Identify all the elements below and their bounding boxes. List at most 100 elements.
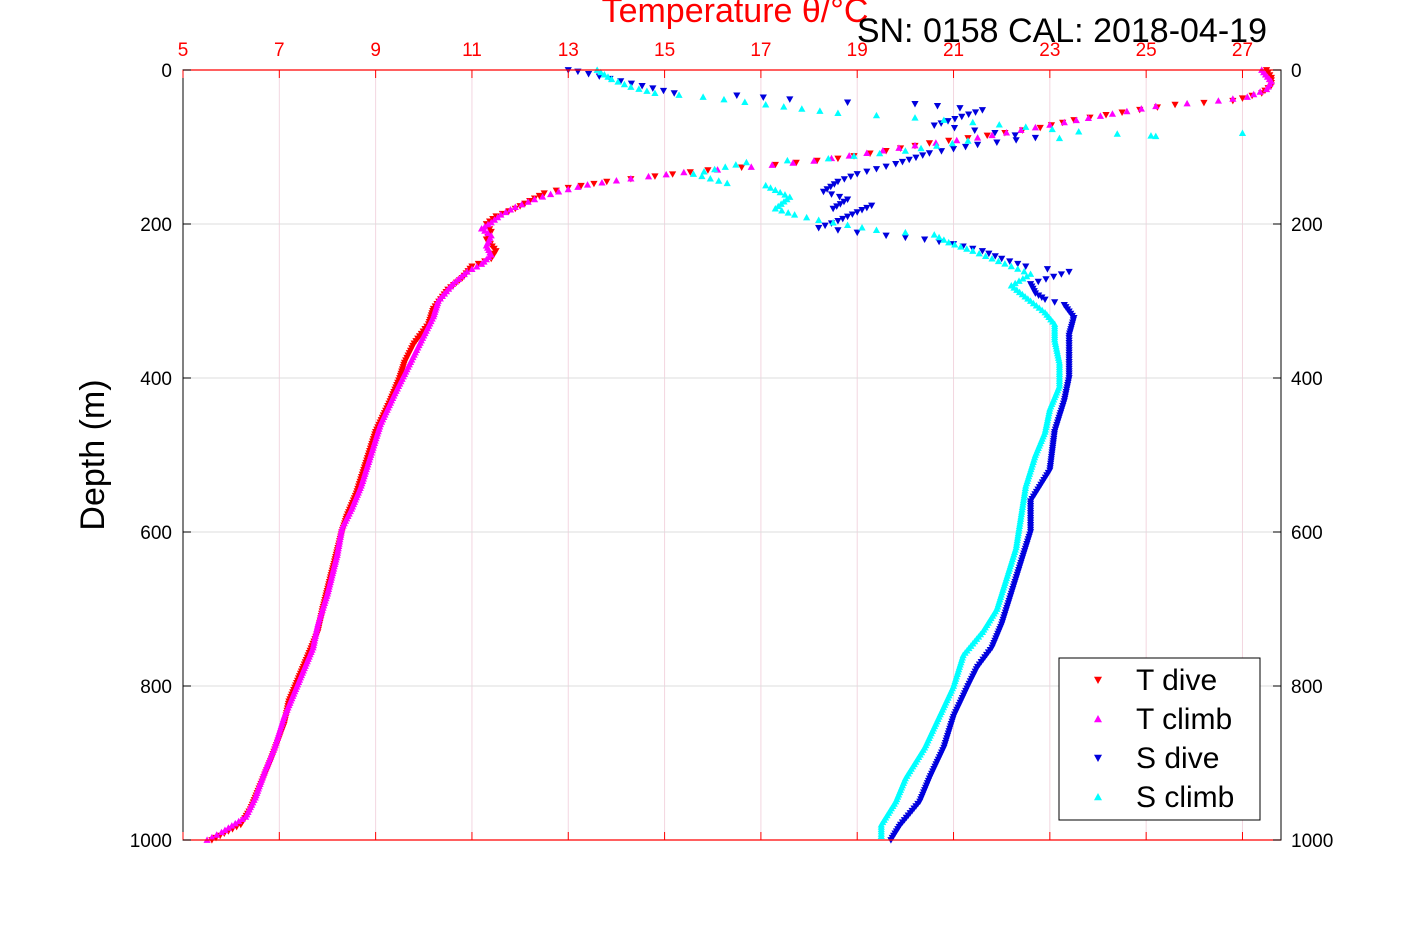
data-point xyxy=(1019,275,1027,282)
data-point xyxy=(834,218,842,225)
data-point xyxy=(1041,296,1049,304)
data-point xyxy=(1084,114,1092,122)
data-point xyxy=(848,211,856,218)
legend-box xyxy=(1058,657,1261,821)
data-point xyxy=(810,157,818,164)
data-point xyxy=(791,211,799,218)
data-point xyxy=(993,139,1001,146)
data-point xyxy=(1200,99,1208,107)
data-point xyxy=(834,227,842,234)
data-point xyxy=(830,181,838,188)
data-point xyxy=(949,146,958,153)
data-point xyxy=(221,826,229,833)
data-point xyxy=(675,91,683,98)
data-point xyxy=(706,174,714,182)
data-point xyxy=(985,250,993,258)
data-point xyxy=(583,181,592,188)
data-point xyxy=(721,163,729,170)
data-point xyxy=(704,167,712,174)
data-point xyxy=(815,216,823,224)
data-point xyxy=(969,247,977,254)
data-point xyxy=(1001,260,1009,267)
data-point xyxy=(670,90,678,97)
data-point xyxy=(477,260,486,267)
data-point xyxy=(1096,112,1105,119)
data-point xyxy=(535,192,543,200)
x-tick-label: 27 xyxy=(1232,40,1253,61)
y-tick-label-left: 200 xyxy=(140,215,172,236)
data-point xyxy=(732,161,740,168)
data-point xyxy=(1017,126,1025,133)
data-point xyxy=(771,161,779,169)
data-point xyxy=(771,205,779,212)
data-point xyxy=(933,142,941,149)
data-point xyxy=(833,203,841,210)
data-point xyxy=(789,159,797,166)
data-point xyxy=(823,186,831,193)
data-point xyxy=(827,183,835,191)
data-point xyxy=(951,240,959,248)
data-point xyxy=(863,168,871,176)
data-point xyxy=(242,813,250,820)
data-point xyxy=(213,831,221,838)
data-point xyxy=(759,94,767,101)
data-point xyxy=(950,125,959,132)
data-point xyxy=(843,213,852,221)
data-point xyxy=(784,209,792,216)
data-point xyxy=(1011,132,1019,139)
data-point xyxy=(574,183,582,190)
data-point xyxy=(1031,134,1039,142)
data-point xyxy=(600,71,608,78)
data-point xyxy=(905,156,913,164)
data-point xyxy=(1238,95,1247,102)
data-point xyxy=(627,80,636,88)
x-tick-label: 21 xyxy=(943,40,964,61)
x-tick-label: 23 xyxy=(1039,40,1060,61)
data-point xyxy=(835,193,844,201)
data-point xyxy=(843,196,852,203)
data-point xyxy=(945,238,953,246)
data-point xyxy=(689,170,698,177)
data-point xyxy=(540,190,548,197)
x-tick-label: 9 xyxy=(370,40,381,61)
data-point xyxy=(988,131,996,139)
data-point xyxy=(1152,132,1160,140)
data-point xyxy=(494,213,502,221)
data-point xyxy=(901,147,909,154)
data-point xyxy=(1113,130,1121,137)
data-point xyxy=(1229,95,1237,102)
data-point xyxy=(644,172,653,180)
data-point xyxy=(834,178,842,186)
data-point xyxy=(975,249,983,257)
chart-title: Temperature θ/°C xyxy=(602,0,869,30)
legend-marker xyxy=(1094,754,1102,762)
data-point xyxy=(994,257,1003,265)
data-point xyxy=(747,163,755,170)
data-point xyxy=(901,234,909,242)
data-point xyxy=(1137,105,1145,112)
data-point xyxy=(816,107,824,114)
data-point xyxy=(824,154,832,162)
data-point xyxy=(879,146,887,154)
data-point xyxy=(863,149,871,157)
data-point xyxy=(1183,99,1191,107)
data-point xyxy=(919,152,927,159)
data-point xyxy=(901,228,909,236)
data-point xyxy=(872,111,881,119)
data-point xyxy=(847,173,855,181)
data-point xyxy=(733,92,741,100)
data-point xyxy=(662,170,670,178)
data-point xyxy=(1043,266,1052,273)
data-point xyxy=(1031,290,1039,297)
data-point xyxy=(963,245,971,252)
data-point xyxy=(988,255,996,262)
y-tick-label-right: 400 xyxy=(1291,369,1323,390)
x-tick-label: 25 xyxy=(1136,40,1157,61)
data-point xyxy=(524,198,532,205)
data-point xyxy=(700,168,708,175)
data-point xyxy=(898,158,907,166)
y-tick-label-left: 1000 xyxy=(130,831,172,852)
data-point xyxy=(768,161,776,168)
data-point xyxy=(1022,263,1030,270)
